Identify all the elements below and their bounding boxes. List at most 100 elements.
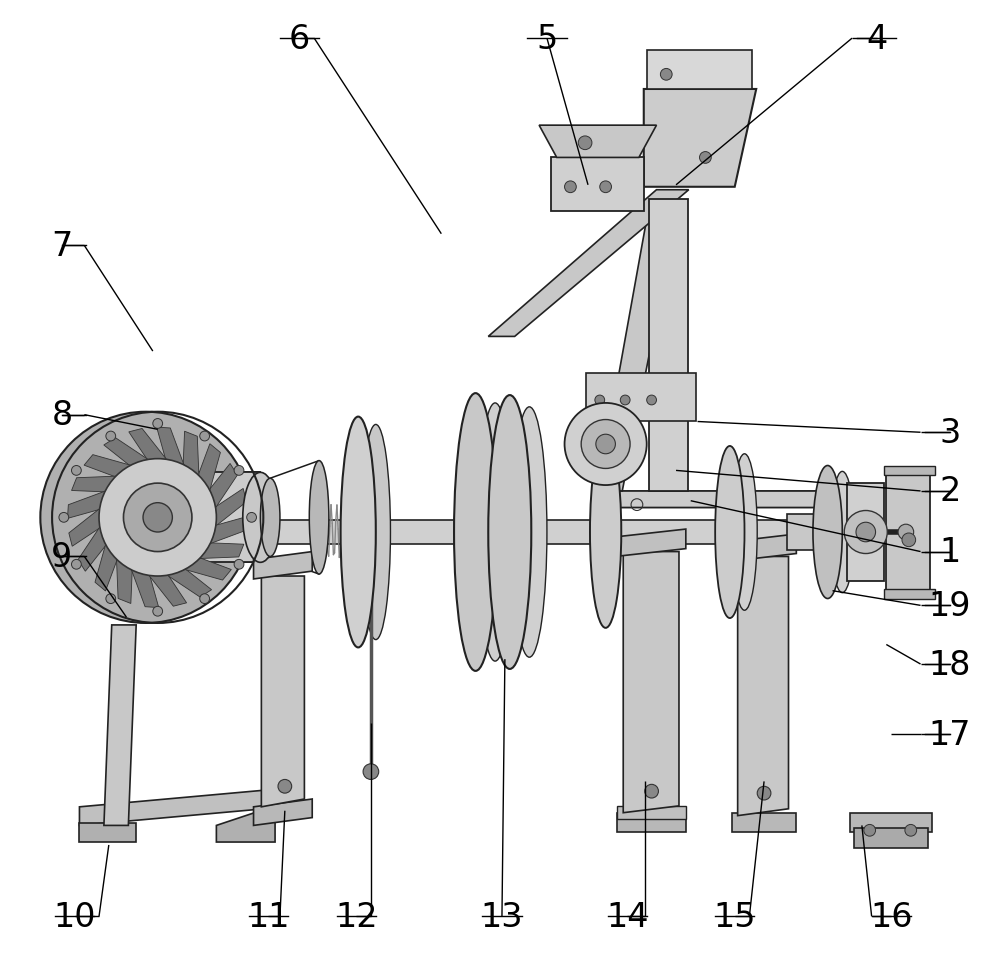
Text: 17: 17 [929,718,971,751]
Polygon shape [182,473,260,563]
Polygon shape [649,200,688,491]
Text: 16: 16 [870,900,912,933]
Ellipse shape [309,461,329,574]
Text: 2: 2 [939,475,961,508]
Text: 3: 3 [939,416,961,449]
Circle shape [700,152,711,164]
Text: 15: 15 [713,900,756,933]
Ellipse shape [488,396,531,669]
Polygon shape [116,558,132,604]
Polygon shape [84,455,132,478]
Polygon shape [78,526,107,572]
Polygon shape [79,824,136,842]
Polygon shape [209,517,248,544]
Polygon shape [263,521,828,544]
Circle shape [898,525,914,540]
Text: 10: 10 [53,900,96,933]
Polygon shape [166,569,212,597]
Polygon shape [884,589,935,599]
Polygon shape [647,51,752,90]
Circle shape [565,404,647,486]
Polygon shape [157,428,185,467]
Polygon shape [198,445,220,492]
Circle shape [106,432,116,442]
Circle shape [844,511,887,554]
Circle shape [596,435,615,454]
Text: 4: 4 [866,22,887,56]
Polygon shape [95,543,118,591]
Polygon shape [69,508,101,547]
Circle shape [757,786,771,800]
Text: 6: 6 [289,22,310,56]
Polygon shape [79,789,275,826]
Circle shape [578,137,592,150]
Circle shape [647,396,656,405]
Text: 14: 14 [606,900,648,933]
Polygon shape [131,569,159,608]
Circle shape [123,484,192,552]
Polygon shape [183,558,231,580]
Circle shape [278,780,292,793]
Circle shape [234,466,244,476]
Circle shape [247,513,256,523]
Text: 18: 18 [929,648,971,681]
Circle shape [99,459,216,576]
Polygon shape [886,469,930,596]
Circle shape [59,513,69,523]
Ellipse shape [341,417,376,648]
Circle shape [581,420,630,469]
Polygon shape [847,484,884,581]
Ellipse shape [831,472,854,593]
Polygon shape [730,534,796,562]
Circle shape [40,412,252,623]
Circle shape [645,785,658,798]
Circle shape [234,560,244,570]
Polygon shape [644,90,756,188]
Polygon shape [615,530,686,557]
Ellipse shape [243,473,278,563]
Text: 12: 12 [335,900,378,933]
Circle shape [856,523,876,542]
Circle shape [200,594,210,604]
Circle shape [72,560,81,570]
Polygon shape [738,557,789,816]
Polygon shape [104,625,136,826]
Text: 8: 8 [51,399,72,432]
Polygon shape [104,439,149,467]
Text: 5: 5 [536,22,558,56]
Ellipse shape [732,454,757,611]
Polygon shape [539,126,656,158]
Circle shape [363,764,379,780]
Ellipse shape [454,394,497,671]
Ellipse shape [478,404,513,661]
Circle shape [143,503,172,532]
Text: 11: 11 [247,900,289,933]
Circle shape [153,607,163,616]
Circle shape [200,432,210,442]
Polygon shape [606,491,867,508]
Polygon shape [216,806,275,842]
Circle shape [902,533,916,547]
Circle shape [153,419,163,429]
Circle shape [620,396,630,405]
Circle shape [72,466,81,476]
Circle shape [864,825,876,836]
Circle shape [106,594,116,604]
Polygon shape [261,576,304,807]
Polygon shape [623,552,679,813]
Polygon shape [67,491,107,519]
Polygon shape [884,466,935,476]
Polygon shape [598,220,676,491]
Polygon shape [129,429,167,461]
Ellipse shape [361,425,390,640]
Ellipse shape [590,437,621,628]
Polygon shape [551,158,644,212]
Polygon shape [586,373,696,422]
Ellipse shape [165,473,200,563]
Polygon shape [617,806,686,819]
Polygon shape [148,574,187,607]
Ellipse shape [512,407,547,658]
Polygon shape [72,477,118,492]
Polygon shape [214,488,247,528]
Ellipse shape [715,446,744,618]
